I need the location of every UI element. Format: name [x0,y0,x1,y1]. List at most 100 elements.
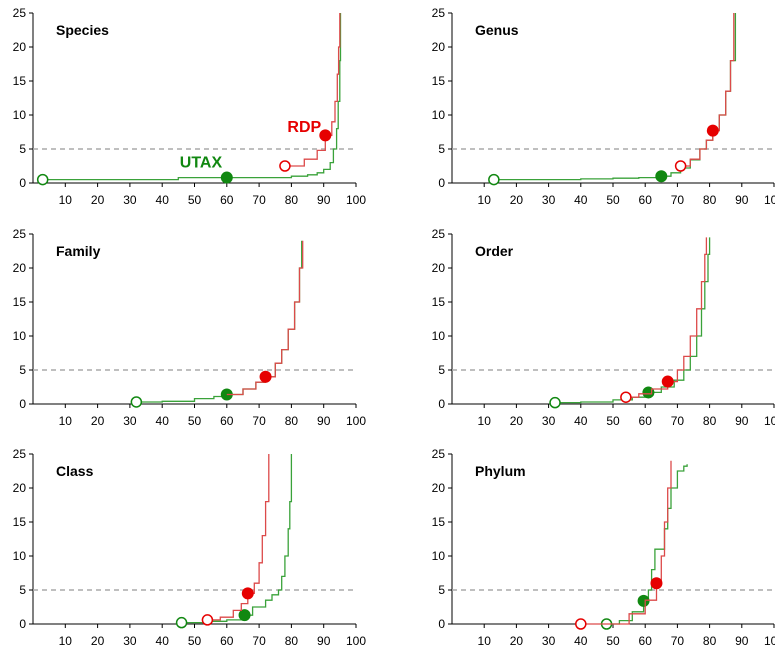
rdp-filled-marker [241,587,254,600]
x-tick-label: 70 [671,634,685,648]
panel-order: 0 5 10 15 20 25 10 20 30 40 50 60 70 80 90 100 Order [432,227,775,428]
x-tick-label: 80 [703,634,717,648]
y-tick-label: 5 [438,363,445,377]
y-tick-label: 0 [19,617,26,631]
y-tick-label: 10 [432,549,446,563]
y-tick-label: 20 [13,481,27,495]
rdp-filled-marker [259,370,272,383]
y-tick-label: 25 [13,447,27,461]
series-annotation-rdp: RDP [287,119,321,136]
x-tick-label: 90 [317,634,331,648]
x-tick-label: 100 [764,193,775,207]
y-tick-label: 10 [13,549,27,563]
panel-title: Phylum [475,463,526,479]
x-tick-label: 50 [188,634,202,648]
x-tick-label: 20 [510,414,524,428]
y-tick-label: 15 [432,295,446,309]
x-tick-label: 90 [317,193,331,207]
utax-open-marker [36,173,49,186]
x-tick-label: 30 [542,193,556,207]
utax-open-marker [175,616,188,629]
panel-genus: 0 5 10 15 20 25 10 20 30 40 50 60 70 80 90 100 Genus [432,6,775,207]
x-tick-label: 20 [91,414,105,428]
x-tick-label: 70 [252,193,266,207]
x-tick-label: 30 [542,414,556,428]
utax-series-line [493,13,737,181]
x-tick-label: 20 [510,634,524,648]
x-tick-label: 100 [346,193,366,207]
x-tick-label: 10 [478,634,492,648]
y-tick-label: 20 [13,40,27,54]
y-tick-label: 0 [438,397,445,411]
y-tick-label: 10 [13,329,27,343]
y-tick-label: 25 [432,6,446,20]
y-tick-label: 5 [19,583,26,597]
y-tick-label: 25 [432,447,446,461]
x-tick-label: 90 [735,634,749,648]
x-tick-label: 100 [346,414,366,428]
x-tick-label: 60 [639,193,653,207]
x-tick-label: 70 [252,414,266,428]
x-tick-label: 80 [703,193,717,207]
y-tick-label: 5 [19,363,26,377]
rdp-open-marker [674,160,687,172]
panel-species: 0 5 10 15 20 25 10 20 30 40 50 60 70 80 90 100 Species RD… [13,6,367,207]
panel-title: Genus [475,22,519,38]
x-tick-label: 40 [156,193,170,207]
y-tick-label: 20 [432,481,446,495]
rdp-series-line [580,460,672,625]
x-tick-label: 90 [317,414,331,428]
panel-family: 0 5 10 15 20 25 10 20 30 40 50 60 70 80 90 100 Family [13,227,367,428]
rdp-series-line [207,454,270,621]
x-tick-label: 60 [639,414,653,428]
x-tick-label: 30 [123,193,137,207]
x-tick-label: 30 [123,414,137,428]
utax-series-line [181,454,293,624]
rdp-open-marker [620,391,632,403]
x-tick-label: 60 [220,193,234,207]
rdp-open-marker [575,618,587,630]
y-tick-label: 0 [438,617,445,631]
rdp-open-marker [201,614,214,626]
x-tick-label: 80 [285,414,299,428]
y-tick-label: 5 [438,142,445,156]
rdp-filled-marker [706,124,719,137]
y-tick-label: 10 [13,108,27,122]
y-tick-label: 15 [432,74,446,88]
rdp-open-marker [279,160,291,172]
y-tick-label: 5 [19,142,26,156]
y-tick-label: 0 [438,176,445,190]
utax-series-line [555,237,711,404]
y-tick-label: 25 [13,227,27,241]
x-tick-label: 40 [156,634,170,648]
y-tick-label: 25 [13,6,27,20]
x-tick-label: 60 [639,634,653,648]
rdp-series-line [226,240,304,396]
utax-series-line [42,13,342,181]
x-tick-label: 10 [478,414,492,428]
x-tick-label: 50 [606,634,620,648]
x-tick-label: 80 [285,634,299,648]
y-tick-label: 15 [13,515,27,529]
rdp-filled-marker [661,375,674,388]
y-tick-label: 25 [432,227,446,241]
x-tick-label: 50 [606,414,620,428]
x-tick-label: 50 [188,414,202,428]
x-tick-label: 20 [91,193,105,207]
x-tick-label: 10 [478,193,492,207]
utax-open-marker [549,396,561,409]
x-tick-label: 80 [285,193,299,207]
utax-filled-marker [238,609,251,622]
panel-title: Family [56,243,101,259]
x-tick-label: 100 [346,634,366,648]
y-tick-label: 0 [19,176,26,190]
y-tick-label: 10 [432,329,446,343]
x-tick-label: 100 [764,414,775,428]
panel-title: Order [475,243,514,259]
utax-series-line [606,464,688,625]
x-tick-label: 40 [574,634,588,648]
panel-class: 0 5 10 15 20 25 10 20 30 40 50 60 70 80 90 100 Class [13,447,367,648]
rdp-filled-marker [319,129,332,142]
y-tick-label: 15 [13,74,27,88]
